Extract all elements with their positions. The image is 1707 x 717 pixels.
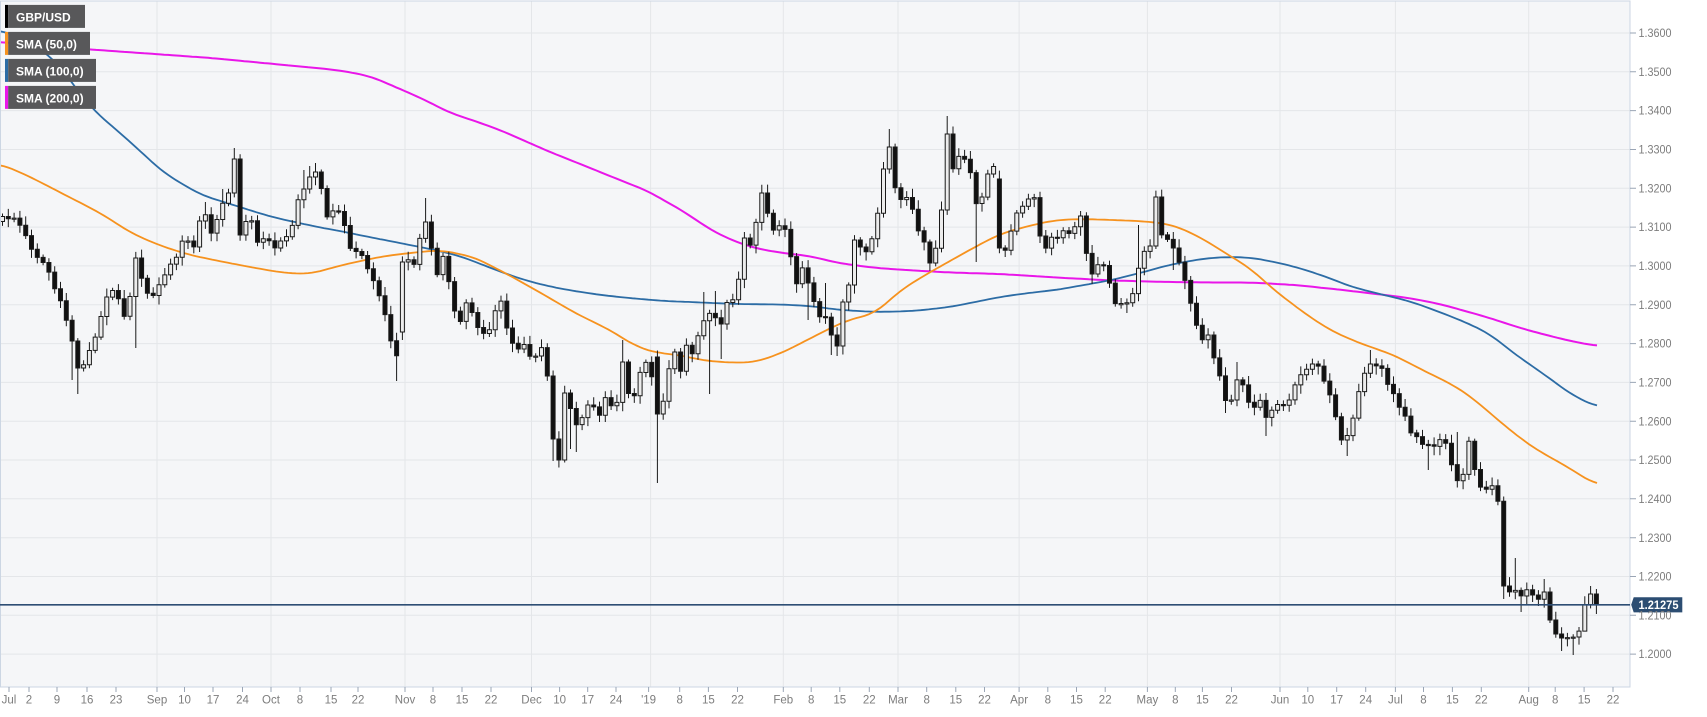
svg-text:22: 22 xyxy=(978,695,991,707)
svg-text:15: 15 xyxy=(833,695,846,707)
svg-text:1.2000: 1.2000 xyxy=(1639,649,1672,661)
svg-text:8: 8 xyxy=(676,695,682,707)
svg-text:1.3000: 1.3000 xyxy=(1639,261,1672,273)
svg-text:22: 22 xyxy=(1475,695,1488,707)
svg-text:Oct: Oct xyxy=(262,695,281,707)
svg-text:22: 22 xyxy=(1099,695,1112,707)
svg-text:22: 22 xyxy=(863,695,876,707)
svg-text:SMA (50,0): SMA (50,0) xyxy=(16,37,77,51)
svg-text:1.3400: 1.3400 xyxy=(1639,106,1672,118)
svg-text:1.3500: 1.3500 xyxy=(1639,67,1672,79)
svg-text:10: 10 xyxy=(553,695,566,707)
svg-text:9: 9 xyxy=(54,695,60,707)
svg-text:1.21275: 1.21275 xyxy=(1639,598,1679,612)
svg-text:22: 22 xyxy=(1607,695,1620,707)
svg-text:22: 22 xyxy=(1225,695,1238,707)
svg-text:10: 10 xyxy=(178,695,191,707)
svg-text:15: 15 xyxy=(1196,695,1209,707)
svg-text:8: 8 xyxy=(923,695,929,707)
svg-text:8: 8 xyxy=(1045,695,1051,707)
svg-text:17: 17 xyxy=(1330,695,1343,707)
svg-text:Sep: Sep xyxy=(147,695,167,707)
svg-text:SMA (100,0): SMA (100,0) xyxy=(16,64,84,78)
svg-text:10: 10 xyxy=(1301,695,1314,707)
svg-text:22: 22 xyxy=(731,695,744,707)
svg-text:1.3100: 1.3100 xyxy=(1639,222,1672,234)
svg-text:Jul: Jul xyxy=(1388,695,1403,707)
svg-text:1.2700: 1.2700 xyxy=(1639,378,1672,390)
svg-text:Nov: Nov xyxy=(395,695,416,707)
svg-text:15: 15 xyxy=(702,695,715,707)
svg-text:8: 8 xyxy=(1420,695,1426,707)
svg-text:'19: '19 xyxy=(641,695,656,707)
svg-text:Dec: Dec xyxy=(521,695,542,707)
svg-text:1.2200: 1.2200 xyxy=(1639,572,1672,584)
svg-text:1.2300: 1.2300 xyxy=(1639,533,1672,545)
svg-text:15: 15 xyxy=(949,695,962,707)
svg-text:May: May xyxy=(1137,695,1159,707)
svg-text:1.2800: 1.2800 xyxy=(1639,339,1672,351)
svg-text:15: 15 xyxy=(1578,695,1591,707)
svg-text:15: 15 xyxy=(1446,695,1459,707)
svg-text:17: 17 xyxy=(581,695,594,707)
svg-text:22: 22 xyxy=(352,695,365,707)
svg-text:16: 16 xyxy=(81,695,94,707)
svg-text:1.2600: 1.2600 xyxy=(1639,416,1672,428)
svg-text:15: 15 xyxy=(325,695,338,707)
svg-text:Aug: Aug xyxy=(1518,695,1538,707)
svg-text:1.2100: 1.2100 xyxy=(1639,610,1672,622)
svg-text:1.3200: 1.3200 xyxy=(1639,183,1672,195)
svg-text:Mar: Mar xyxy=(888,695,908,707)
svg-text:1.3600: 1.3600 xyxy=(1639,28,1672,40)
svg-text:2: 2 xyxy=(26,695,32,707)
svg-text:8: 8 xyxy=(430,695,436,707)
svg-text:17: 17 xyxy=(207,695,220,707)
svg-text:Jun: Jun xyxy=(1271,695,1290,707)
svg-text:24: 24 xyxy=(1359,695,1372,707)
svg-text:8: 8 xyxy=(808,695,814,707)
svg-text:GBP/USD: GBP/USD xyxy=(16,10,71,24)
svg-text:8: 8 xyxy=(297,695,303,707)
svg-text:SMA (200,0): SMA (200,0) xyxy=(16,91,84,105)
svg-text:1.2400: 1.2400 xyxy=(1639,494,1672,506)
svg-text:23: 23 xyxy=(110,695,123,707)
svg-text:24: 24 xyxy=(236,695,249,707)
svg-text:8: 8 xyxy=(1172,695,1178,707)
svg-text:22: 22 xyxy=(485,695,498,707)
svg-text:1.2500: 1.2500 xyxy=(1639,455,1672,467)
svg-text:1.3300: 1.3300 xyxy=(1639,145,1672,157)
svg-text:15: 15 xyxy=(456,695,469,707)
svg-text:Apr: Apr xyxy=(1010,695,1028,707)
svg-text:8: 8 xyxy=(1552,695,1558,707)
svg-text:Jul: Jul xyxy=(2,695,17,707)
svg-text:1.2900: 1.2900 xyxy=(1639,300,1672,312)
svg-text:15: 15 xyxy=(1070,695,1083,707)
svg-text:Feb: Feb xyxy=(773,695,793,707)
svg-text:24: 24 xyxy=(610,695,623,707)
